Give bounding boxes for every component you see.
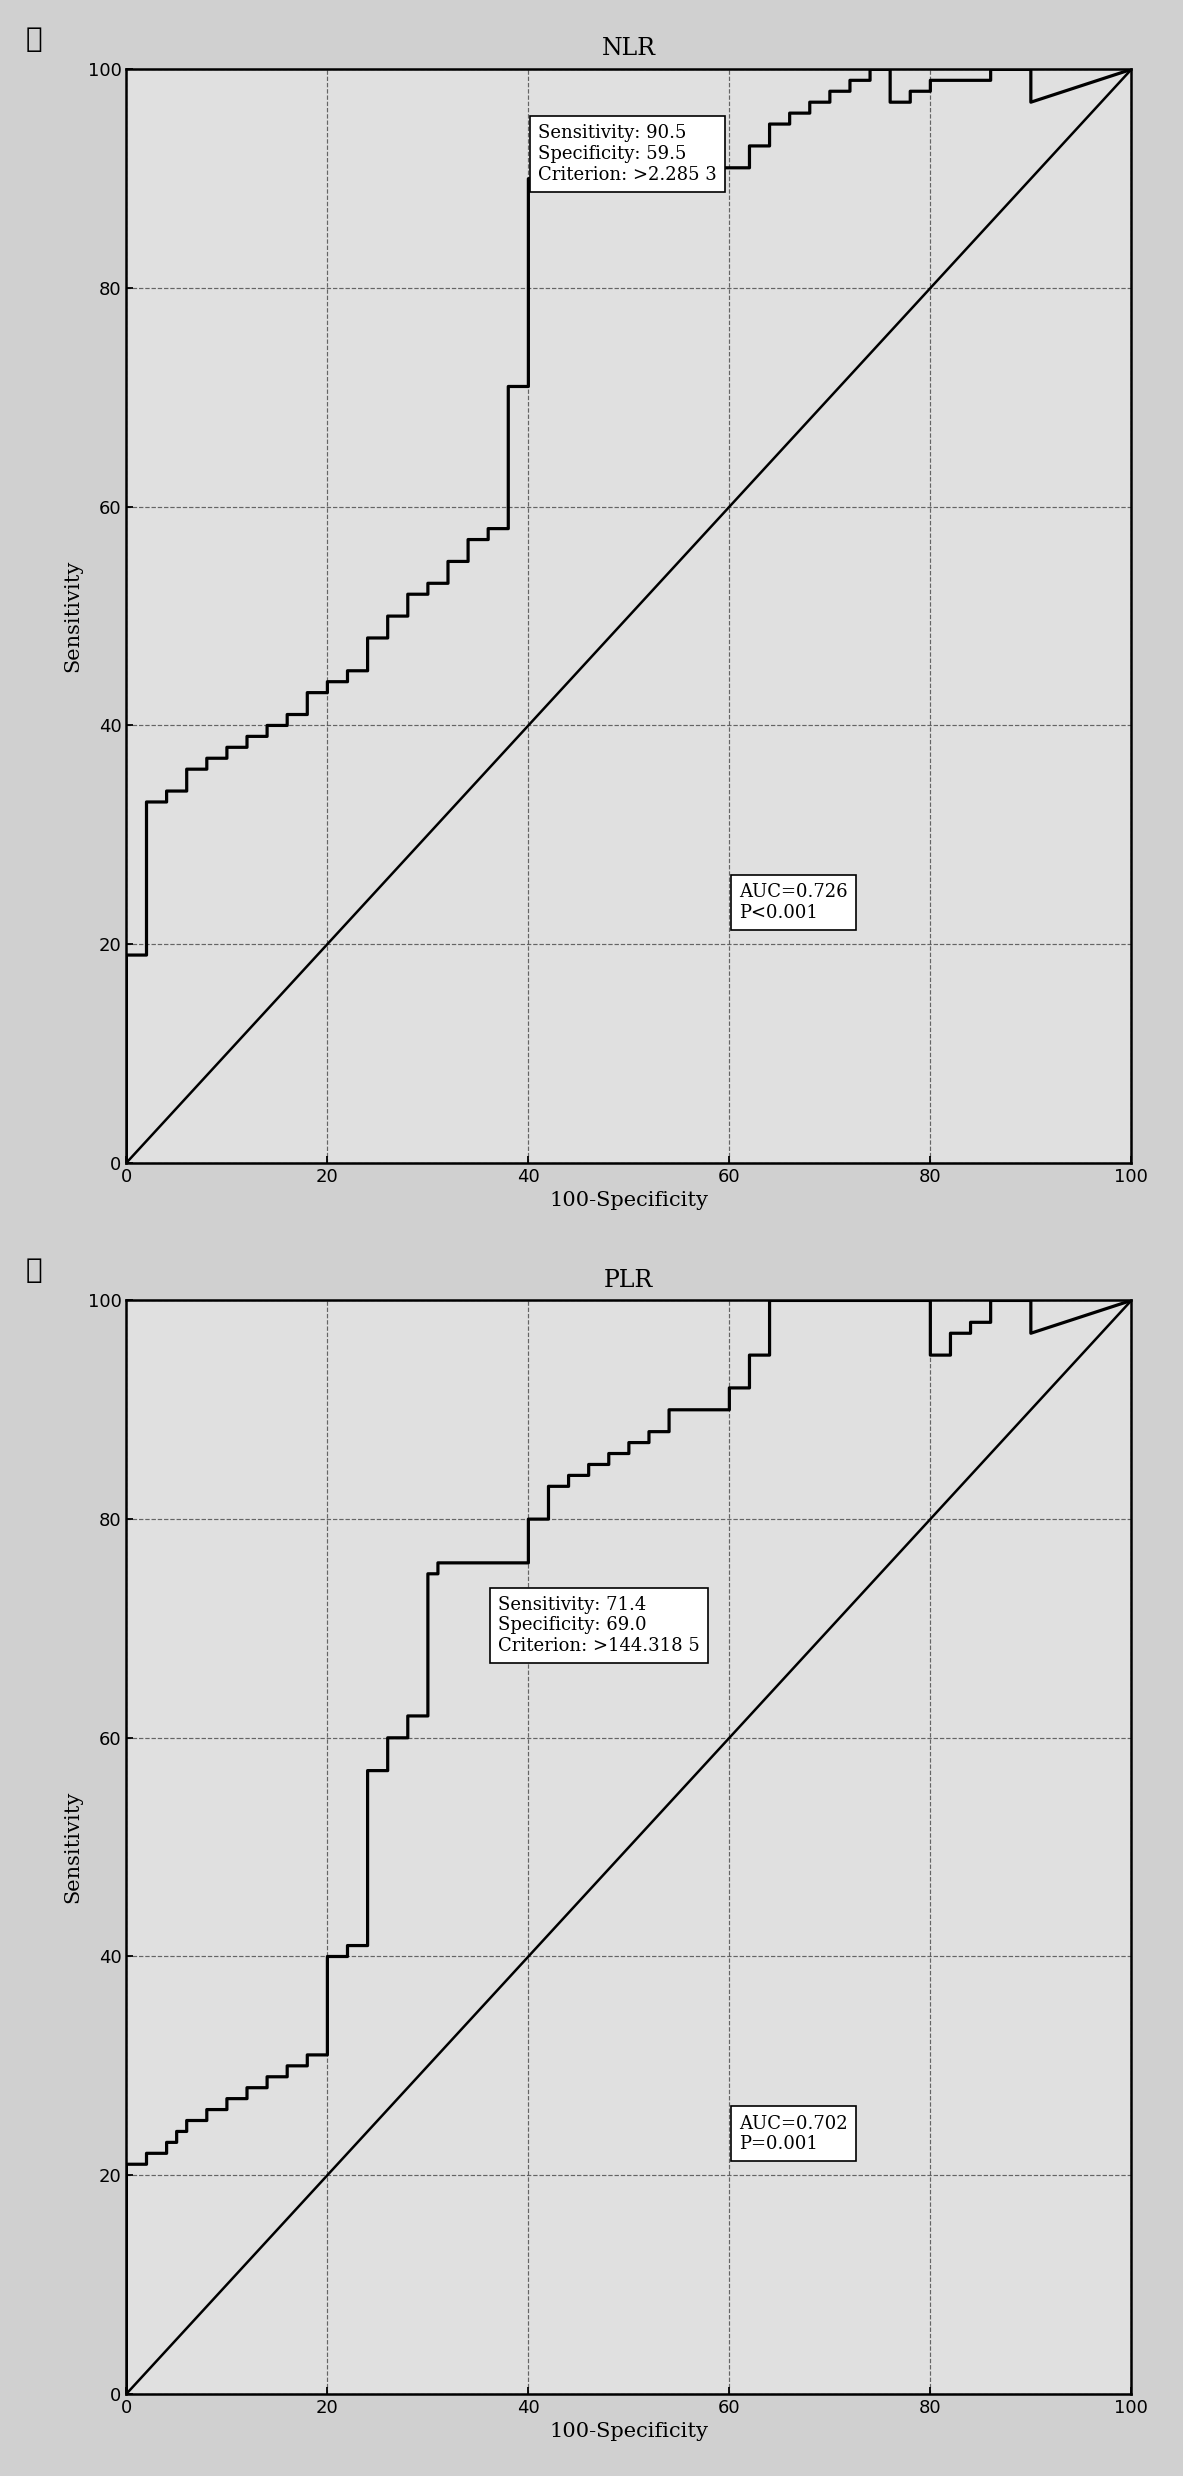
- X-axis label: 100-Specificity: 100-Specificity: [549, 1191, 709, 1211]
- Text: Sensitivity: 90.5
Specificity: 59.5
Criterion: >2.285 3: Sensitivity: 90.5 Specificity: 59.5 Crit…: [538, 124, 717, 183]
- Text: Sensitivity: 71.4
Specificity: 69.0
Criterion: >144.318 5: Sensitivity: 71.4 Specificity: 69.0 Crit…: [498, 1595, 700, 1656]
- Y-axis label: Sensitivity: Sensitivity: [63, 1790, 82, 1904]
- Title: NLR: NLR: [602, 37, 655, 59]
- Y-axis label: Sensitivity: Sensitivity: [63, 560, 82, 673]
- Text: AUC=0.726
P<0.001: AUC=0.726 P<0.001: [739, 884, 848, 921]
- Text: AUC=0.702
P=0.001: AUC=0.702 P=0.001: [739, 2115, 848, 2154]
- Title: PLR: PLR: [605, 1268, 653, 1292]
- Text: Ⓑ: Ⓑ: [26, 1258, 43, 1283]
- X-axis label: 100-Specificity: 100-Specificity: [549, 2422, 709, 2441]
- Text: Ⓐ: Ⓐ: [26, 25, 43, 52]
